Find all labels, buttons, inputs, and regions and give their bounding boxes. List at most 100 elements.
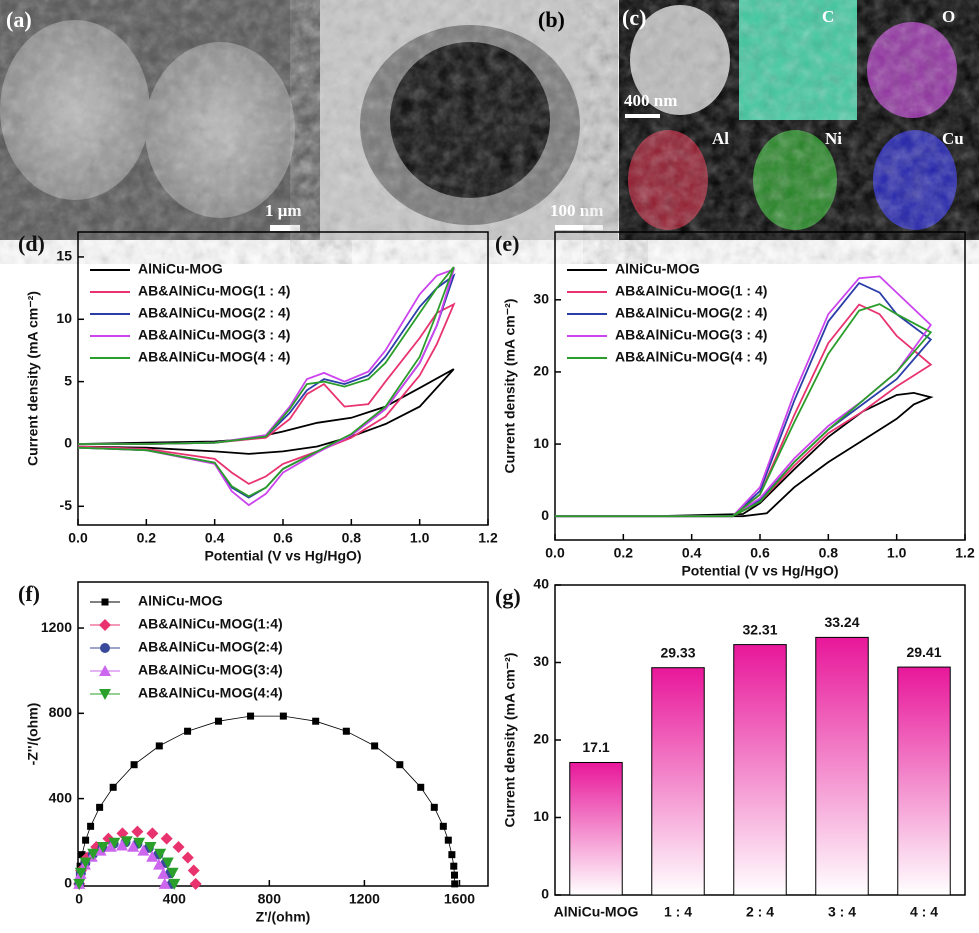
legend-label: AlNiCu-MOG bbox=[138, 593, 223, 609]
y-tick-label: 30 bbox=[533, 291, 549, 307]
value-label: 33.24 bbox=[824, 614, 859, 630]
scale-text: 400 nm bbox=[624, 91, 677, 110]
marker bbox=[78, 851, 86, 859]
legend-label: AB&AlNiCu-MOG(1:4) bbox=[138, 616, 283, 632]
marker bbox=[146, 827, 159, 840]
x-axis-title: Potential (V vs Hg/HgO) bbox=[681, 563, 838, 579]
x-axis-title: Z'/(ohm) bbox=[256, 909, 311, 925]
marker bbox=[146, 850, 159, 862]
y-tick-label: 0 bbox=[64, 435, 72, 451]
scale-bar bbox=[270, 225, 300, 231]
marker bbox=[417, 783, 425, 791]
legend-label: AB&AlNiCu-MOG(4:4) bbox=[138, 685, 283, 701]
marker bbox=[99, 665, 111, 676]
texture bbox=[320, 0, 618, 240]
value-label: 32.31 bbox=[742, 621, 777, 637]
marker bbox=[451, 880, 459, 888]
texture bbox=[619, 0, 979, 240]
series-line bbox=[77, 302, 456, 485]
x-tick-label: 1.2 bbox=[955, 545, 975, 561]
marker bbox=[120, 836, 133, 848]
marker bbox=[450, 862, 458, 870]
y-tick-label: -5 bbox=[60, 497, 73, 513]
y-axis-title: Current density (mA cm⁻²) bbox=[25, 291, 41, 466]
panel-label: (d) bbox=[18, 231, 45, 256]
x-tick-label: 1.0 bbox=[887, 545, 907, 561]
y-axis-title: Current density (mA cm⁻²) bbox=[502, 653, 518, 828]
scale-bar bbox=[555, 225, 603, 230]
marker bbox=[279, 712, 287, 720]
series-line bbox=[555, 303, 933, 518]
marker bbox=[82, 836, 90, 844]
x-tick-label: 1200 bbox=[349, 891, 380, 907]
x-tick-label: 0 bbox=[75, 891, 83, 907]
value-label: 17.1 bbox=[582, 739, 609, 755]
bar bbox=[651, 667, 705, 896]
marker bbox=[247, 712, 255, 720]
marker bbox=[127, 840, 140, 852]
y-tick-label: 1200 bbox=[41, 619, 72, 635]
marker bbox=[154, 848, 167, 860]
marker bbox=[444, 836, 452, 844]
marker bbox=[189, 877, 202, 890]
legend-label: AlNiCu-MOG bbox=[615, 261, 700, 277]
plot-frame bbox=[77, 581, 489, 887]
panel-label: (a) bbox=[6, 7, 32, 32]
marker bbox=[74, 867, 87, 879]
x-tick-label: 0.6 bbox=[273, 530, 293, 546]
marker bbox=[79, 857, 92, 869]
panel-label: (b) bbox=[538, 7, 565, 32]
marker bbox=[214, 717, 222, 725]
x-tick-label: AlNiCu-MOG bbox=[554, 904, 639, 920]
marker bbox=[130, 761, 138, 769]
legend-label: AB&AlNiCu-MOG(3:4) bbox=[138, 662, 283, 678]
x-tick-label: 1.2 bbox=[478, 530, 498, 546]
y-tick-label: 5 bbox=[64, 372, 72, 388]
panel-label: (g) bbox=[495, 584, 521, 609]
y-tick-label: 400 bbox=[49, 789, 73, 805]
legend-label: AB&AlNiCu-MOG(2:4) bbox=[138, 639, 283, 655]
marker bbox=[448, 851, 456, 859]
marker bbox=[104, 840, 117, 852]
scale-text: 1 μm bbox=[265, 201, 302, 220]
series-line bbox=[555, 281, 933, 518]
value-label: 29.41 bbox=[906, 644, 941, 660]
image-a: (a) 1 μm bbox=[0, 0, 320, 240]
x-tick-label: 0.2 bbox=[137, 530, 157, 546]
marker bbox=[184, 727, 192, 735]
map-label: Cu bbox=[942, 129, 964, 148]
x-tick-label: 4 : 4 bbox=[910, 904, 938, 920]
x-tick-label: 3 : 4 bbox=[828, 904, 856, 920]
marker bbox=[115, 839, 128, 851]
marker bbox=[87, 822, 95, 830]
texture bbox=[0, 0, 320, 240]
y-axis-title: -Z''/(ohm) bbox=[25, 703, 41, 766]
bar bbox=[815, 636, 869, 896]
x-tick-label: 1600 bbox=[444, 891, 475, 907]
marker bbox=[153, 858, 166, 870]
y-tick-label: 0 bbox=[541, 507, 549, 523]
marker bbox=[172, 840, 185, 853]
bar bbox=[897, 666, 951, 896]
marker bbox=[181, 851, 194, 864]
marker bbox=[430, 803, 438, 811]
scale-bar bbox=[625, 114, 660, 118]
x-tick-label: 400 bbox=[163, 891, 187, 907]
legend-label: AlNiCu-MOG bbox=[138, 261, 223, 277]
bar bbox=[569, 761, 623, 896]
legend-label: AB&AlNiCu-MOG(3 : 4) bbox=[138, 327, 290, 343]
image-b: (b) 100 nm bbox=[320, 0, 618, 240]
marker bbox=[96, 803, 104, 811]
x-tick-label: 2 : 4 bbox=[746, 904, 774, 920]
x-tick-label: 0.8 bbox=[342, 530, 362, 546]
marker bbox=[168, 878, 181, 890]
marker bbox=[166, 867, 179, 879]
marker bbox=[312, 717, 320, 725]
map-label: O bbox=[942, 7, 955, 26]
series-line bbox=[77, 368, 455, 455]
x-axis-title: Potential (V vs Hg/HgO) bbox=[204, 548, 361, 564]
x-tick-label: 800 bbox=[258, 891, 282, 907]
marker bbox=[157, 867, 170, 879]
x-tick-label: 0.0 bbox=[545, 545, 565, 561]
